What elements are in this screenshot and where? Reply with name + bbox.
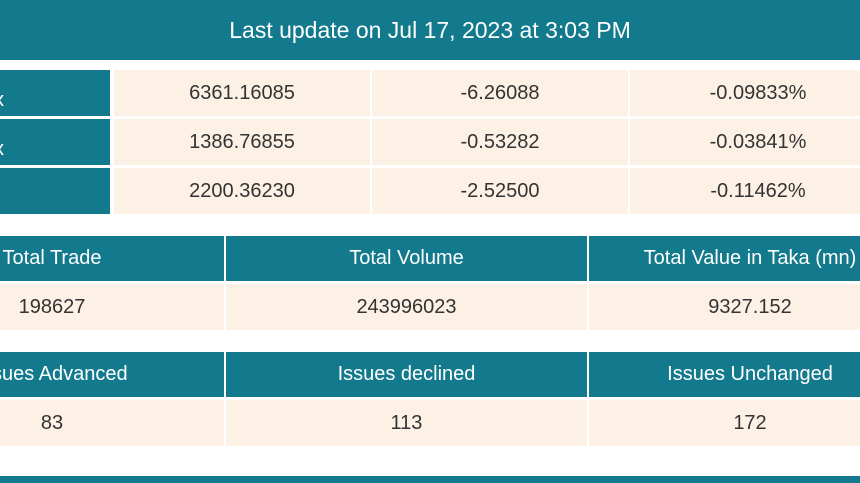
index-value: -6.26088 <box>372 70 628 116</box>
table-cell: 198627 <box>0 284 224 330</box>
index-value: 1386.76855 <box>114 119 370 165</box>
index-value: 2200.36230 <box>114 168 370 214</box>
column-header: Issues Unchanged <box>589 352 860 397</box>
column-header: Issues declined <box>226 352 587 397</box>
table-cell: 113 <box>226 400 587 446</box>
column-header: Total Trade <box>0 236 224 281</box>
index-value: -0.11462% <box>630 168 860 214</box>
bottom-bar <box>0 476 860 483</box>
table-cell: 243996023 <box>226 284 587 330</box>
column-header: Total Value in Taka (mn) <box>589 236 860 281</box>
index-value: -0.09833% <box>630 70 860 116</box>
index-label <box>0 168 110 214</box>
column-header: Total Volume <box>226 236 587 281</box>
table-cell: 9327.152 <box>589 284 860 330</box>
table-cell: 83 <box>0 400 224 446</box>
index-value: 6361.16085 <box>114 70 370 116</box>
column-header: Issues Advanced <box>0 352 224 397</box>
update-title: Last update on Jul 17, 2023 at 3:03 PM <box>0 0 860 60</box>
index-value: -2.52500 <box>372 168 628 214</box>
index-label: x <box>0 70 110 116</box>
table-cell: 172 <box>589 400 860 446</box>
index-value: -0.03841% <box>630 119 860 165</box>
index-label: x <box>0 119 110 165</box>
index-value: -0.53282 <box>372 119 628 165</box>
